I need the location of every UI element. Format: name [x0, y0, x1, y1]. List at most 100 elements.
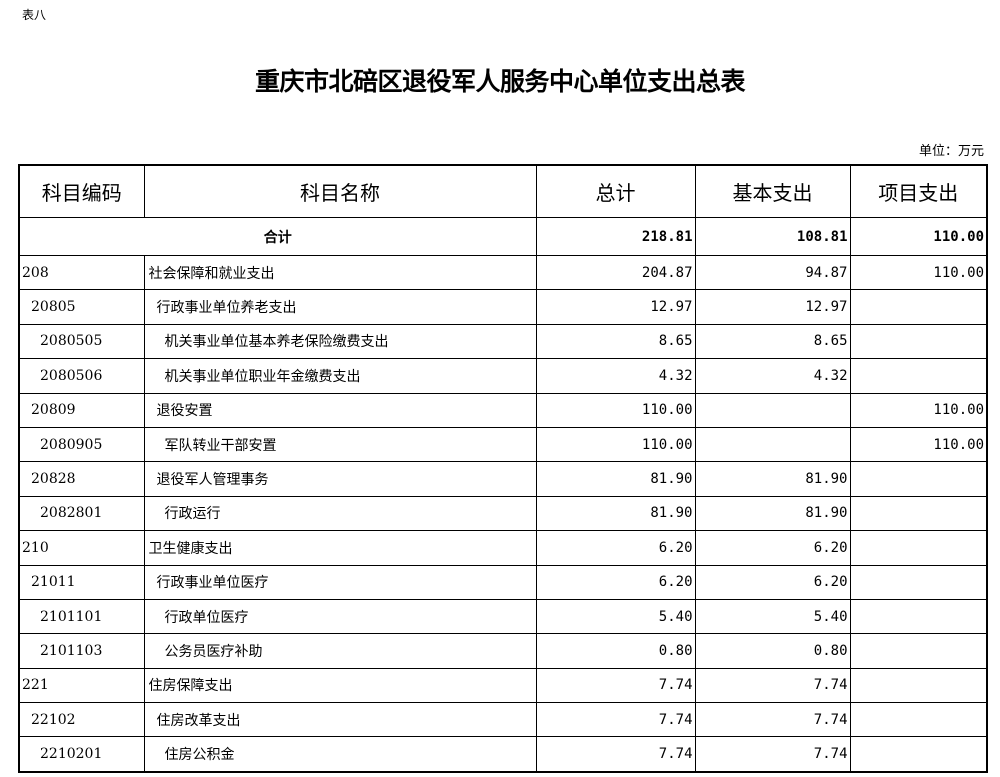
- code-cell: 22102: [18, 702, 145, 738]
- name-cell: 社会保障和就业支出: [143, 254, 537, 291]
- project-cell: [849, 323, 988, 360]
- table-row: 2210201 住房公积金 7.74 7.74: [18, 736, 988, 773]
- table-row: 2082801 行政运行 81.90 81.90: [18, 495, 988, 532]
- total-cell: 8.65: [535, 323, 696, 360]
- total-cell: 204.87: [535, 254, 696, 291]
- table-row: 2101101 行政单位医疗 5.40 5.40: [18, 598, 988, 635]
- table-row: 20805 行政事业单位养老支出 12.97 12.97: [18, 289, 988, 325]
- expenditure-table: 科目编码 科目名称 总计 基本支出 项目支出 合计 218.81 108.81 …: [18, 164, 988, 773]
- code-cell: 2080505: [18, 323, 145, 360]
- project-cell: 110.00: [849, 426, 988, 463]
- project-cell: [849, 358, 988, 394]
- total-cell: 81.90: [535, 461, 696, 497]
- basic-cell: 81.90: [694, 461, 851, 497]
- basic-cell: 8.65: [694, 323, 851, 360]
- name-cell: 机关事业单位职业年金缴费支出: [143, 358, 537, 394]
- code-cell: 2101103: [18, 633, 145, 669]
- table-row: 2080505 机关事业单位基本养老保险缴费支出 8.65 8.65: [18, 323, 988, 360]
- code-cell: 2080905: [18, 426, 145, 463]
- table-row: 2080506 机关事业单位职业年金缴费支出 4.32 4.32: [18, 358, 988, 394]
- table-row: 20809 退役安置 110.00 110.00: [18, 392, 988, 428]
- basic-cell: [694, 426, 851, 463]
- project-cell: [849, 530, 988, 566]
- code-cell: 221: [18, 667, 145, 704]
- code-cell: 208: [18, 254, 145, 291]
- total-cell: 110.00: [535, 392, 696, 428]
- project-cell: [849, 736, 988, 773]
- project-cell: [849, 495, 988, 532]
- name-cell: 公务员医疗补助: [143, 633, 537, 669]
- code-cell: 2101101: [18, 598, 145, 635]
- project-cell: [849, 667, 988, 704]
- total-cell: 12.97: [535, 289, 696, 325]
- total-basic: 108.81: [694, 217, 851, 256]
- table-row: 221 住房保障支出 7.74 7.74: [18, 667, 988, 704]
- table-row: 21011 行政事业单位医疗 6.20 6.20: [18, 564, 988, 600]
- table-row: 2080905 军队转业干部安置 110.00 110.00: [18, 426, 988, 463]
- project-cell: [849, 289, 988, 325]
- basic-cell: 6.20: [694, 530, 851, 566]
- name-cell: 行政事业单位医疗: [143, 564, 537, 600]
- code-cell: 20805: [18, 289, 145, 325]
- page-title: 重庆市北碚区退役军人服务中心单位支出总表: [254, 67, 746, 96]
- code-cell: 2080506: [18, 358, 145, 394]
- basic-cell: 7.74: [694, 736, 851, 773]
- header-name: 科目名称: [143, 164, 537, 218]
- name-cell: 行政事业单位养老支出: [143, 289, 537, 325]
- project-cell: [849, 461, 988, 497]
- name-cell: 军队转业干部安置: [143, 426, 537, 463]
- basic-cell: 0.80: [694, 633, 851, 669]
- name-cell: 住房改革支出: [143, 702, 537, 738]
- code-cell: 210: [18, 530, 145, 566]
- code-cell: 2210201: [18, 736, 145, 773]
- total-cell: 5.40: [535, 598, 696, 635]
- total-cell: 0.80: [535, 633, 696, 669]
- name-cell: 行政运行: [143, 495, 537, 532]
- basic-cell: 7.74: [694, 667, 851, 704]
- table-number-label: 表八: [22, 8, 47, 22]
- table-row: 208 社会保障和就业支出 204.87 94.87 110.00: [18, 254, 988, 291]
- name-cell: 住房保障支出: [143, 667, 537, 704]
- basic-cell: [694, 392, 851, 428]
- header-row: 科目编码 科目名称 总计 基本支出 项目支出: [18, 164, 988, 218]
- total-cell: 7.74: [535, 736, 696, 773]
- name-cell: 住房公积金: [143, 736, 537, 773]
- basic-cell: 81.90: [694, 495, 851, 532]
- project-cell: 110.00: [849, 392, 988, 428]
- project-cell: [849, 564, 988, 600]
- project-cell: [849, 598, 988, 635]
- basic-cell: 4.32: [694, 358, 851, 394]
- name-cell: 机关事业单位基本养老保险缴费支出: [143, 323, 537, 360]
- total-cell: 7.74: [535, 702, 696, 738]
- project-cell: 110.00: [849, 254, 988, 291]
- project-cell: [849, 633, 988, 669]
- total-cell: 4.32: [535, 358, 696, 394]
- code-cell: 20828: [18, 461, 145, 497]
- unit-label: 单位：万元: [918, 144, 984, 159]
- name-cell: 卫生健康支出: [143, 530, 537, 566]
- total-cell: 6.20: [535, 564, 696, 600]
- total-total: 218.81: [535, 217, 696, 256]
- header-basic: 基本支出: [694, 164, 851, 218]
- name-cell: 行政单位医疗: [143, 598, 537, 635]
- table-row: 20828 退役军人管理事务 81.90 81.90: [18, 461, 988, 497]
- total-label: 合计: [18, 217, 537, 256]
- name-cell: 退役军人管理事务: [143, 461, 537, 497]
- code-cell: 2082801: [18, 495, 145, 532]
- total-row: 合计 218.81 108.81 110.00: [18, 217, 988, 256]
- total-cell: 6.20: [535, 530, 696, 566]
- table-row: 2101103 公务员医疗补助 0.80 0.80: [18, 633, 988, 669]
- basic-cell: 6.20: [694, 564, 851, 600]
- total-project: 110.00: [849, 217, 988, 256]
- total-cell: 110.00: [535, 426, 696, 463]
- table-row: 22102 住房改革支出 7.74 7.74: [18, 702, 988, 738]
- name-cell: 退役安置: [143, 392, 537, 428]
- total-cell: 7.74: [535, 667, 696, 704]
- basic-cell: 5.40: [694, 598, 851, 635]
- basic-cell: 12.97: [694, 289, 851, 325]
- total-cell: 81.90: [535, 495, 696, 532]
- header-total: 总计: [535, 164, 696, 218]
- project-cell: [849, 702, 988, 738]
- header-code: 科目编码: [18, 164, 145, 218]
- basic-cell: 7.74: [694, 702, 851, 738]
